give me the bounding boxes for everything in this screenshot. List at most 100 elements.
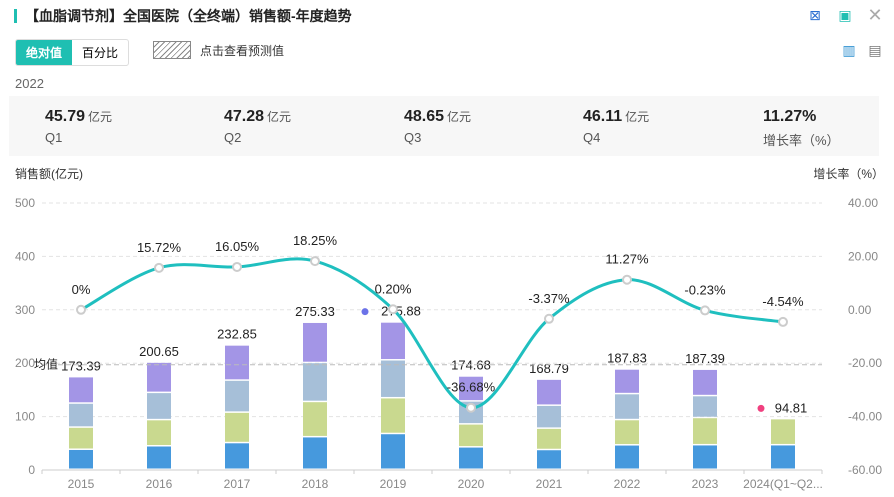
bar-q4 (459, 376, 483, 401)
y-tick-label: 200 (15, 356, 35, 370)
y-axis-title: 销售额(亿元) (15, 166, 83, 181)
bar-q4 (537, 379, 561, 405)
forecast-label: 点击查看预测值 (200, 43, 285, 58)
x-tick-label: 2019 (380, 477, 407, 491)
y2-tick-label: -20.00 (848, 356, 882, 370)
y2-tick-label: 0.00 (848, 303, 872, 317)
kpi-q2: 47.28 亿元 Q2 (224, 108, 291, 145)
growth-label: 16.05% (215, 239, 260, 254)
y2-tick-label: 40.00 (848, 196, 878, 210)
y2-tick-label: -40.00 (848, 410, 882, 424)
bar-q3 (537, 405, 561, 428)
kpi-value: 45.79 (45, 108, 86, 125)
bar-q4 (381, 322, 405, 360)
x-tick-label: 2021 (536, 477, 563, 491)
growth-point (700, 305, 710, 316)
bar-q3 (225, 380, 249, 412)
bar-total-label: 168.79 (529, 361, 569, 376)
average-label: 均值 (34, 357, 58, 372)
bar-q4 (303, 322, 327, 362)
growth-label: 15.72% (137, 240, 182, 255)
growth-point (154, 262, 164, 273)
tab-percent[interactable]: 百分比 (82, 46, 119, 60)
x-tick-label: 2022 (614, 477, 641, 491)
bar-q4 (147, 362, 171, 392)
y2-tick-label: -60.00 (848, 463, 882, 477)
bar-q2 (459, 424, 483, 447)
tab-absolute[interactable]: 绝对值 (16, 40, 73, 65)
bar-q1 (615, 445, 639, 469)
image-export-icon[interactable]: ▣ (838, 7, 852, 23)
kpi-value: 47.28 (224, 108, 265, 125)
bar-total-label: 187.83 (607, 351, 647, 366)
bar-q3 (147, 393, 171, 419)
growth-point (232, 261, 242, 272)
x-tick-label: 2024(Q1~Q2... (743, 477, 823, 491)
document-icon[interactable]: ▤ (868, 42, 882, 58)
kpi-value: 11.27% (763, 108, 817, 125)
x-tick-label: 2017 (224, 477, 251, 491)
growth-line (80, 257, 784, 410)
growth-label: 0.20% (375, 281, 412, 296)
x-tick-label: 2020 (458, 477, 485, 491)
growth-label: -4.54% (762, 294, 804, 309)
growth-point (778, 316, 788, 327)
bar-q1 (69, 449, 93, 469)
growth-label: 18.25% (293, 233, 338, 248)
title-accent (14, 9, 17, 23)
bar-q1 (303, 437, 327, 469)
bar-total-label: 275.33 (295, 304, 335, 319)
bar-total-label: 232.85 (217, 327, 257, 342)
bar-total-label: 173.39 (61, 358, 101, 373)
growth-point (310, 256, 320, 267)
growth-point (544, 313, 554, 324)
growth-point (622, 274, 632, 285)
y2-axis-title: 增长率（%） (813, 166, 884, 181)
close-icon[interactable]: ✕ (867, 5, 883, 25)
bar-q4 (693, 369, 717, 395)
growth-label: -3.37% (528, 291, 570, 306)
y2-tick-label: 20.00 (848, 249, 878, 263)
y-tick-label: 500 (15, 196, 35, 210)
kpi-q1: 45.79 亿元 Q1 (45, 108, 112, 145)
bar-q1 (537, 450, 561, 469)
forecast-toggle[interactable]: 点击查看预测值 (153, 41, 284, 59)
bar-q1 (459, 447, 483, 469)
growth-label: -36.68% (447, 380, 496, 395)
kpi-unit: 亿元 (88, 110, 113, 124)
kpi-label: 增长率（%） (763, 133, 840, 148)
x-tick-label: 2015 (68, 477, 95, 491)
bar-q4 (615, 369, 639, 393)
x-tick-label: 2023 (692, 477, 719, 491)
summary-year: 2022 (15, 76, 44, 91)
bar-total-label: 94.81 (775, 400, 808, 415)
growth-point (76, 304, 86, 315)
growth-point (466, 402, 476, 413)
bar-total-label: 174.68 (451, 358, 491, 373)
bar-q3 (693, 396, 717, 417)
bar-q1 (771, 445, 795, 469)
kpi-label: Q3 (404, 130, 422, 145)
bar-q3 (381, 360, 405, 397)
y-tick-label: 100 (15, 410, 35, 424)
kpi-q4: 46.11 亿元 Q4 (583, 108, 649, 145)
bar-total-label: 187.39 (685, 351, 725, 366)
growth-label: 0% (72, 282, 91, 297)
bar-chart-icon[interactable]: ▥ (842, 42, 856, 58)
summary-strip: 45.79 亿元 Q1 47.28 亿元 Q2 48.65 亿元 Q3 46.11 亿元 Q4 … (9, 96, 879, 156)
kpi-unit: 亿元 (625, 110, 650, 124)
bar-q4 (225, 345, 249, 380)
chart-title: 【血脂调节剂】全国医院（全终端）销售额-年度趋势 (14, 6, 352, 26)
excel-export-icon[interactable]: ⊠ (809, 7, 821, 23)
bar-q3 (69, 403, 93, 427)
kpi-unit: 亿元 (267, 110, 292, 124)
growth-point (388, 304, 398, 315)
bar-q2 (303, 402, 327, 436)
kpi-growth: 11.27% 增长率（%） (763, 108, 840, 149)
y-tick-label: 300 (15, 303, 35, 317)
bar-q2 (381, 398, 405, 433)
bar-q1 (381, 434, 405, 469)
kpi-value: 46.11 (583, 108, 623, 125)
